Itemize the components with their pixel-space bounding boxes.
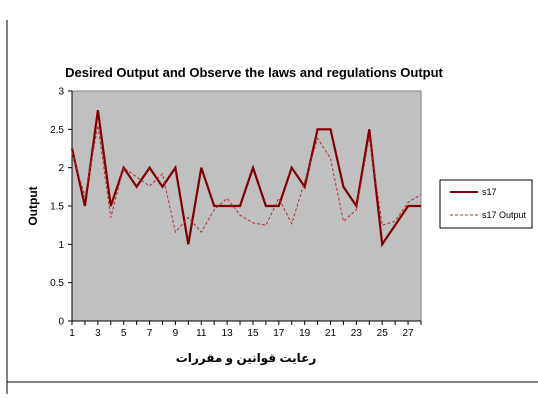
x-tick-label: 5 bbox=[121, 328, 127, 339]
series-line-s17-output bbox=[71, 125, 422, 234]
y-tick-label: 1.5 bbox=[50, 202, 64, 213]
legend-label-s17-output: s17 Output bbox=[482, 210, 527, 220]
plot-area bbox=[71, 90, 422, 322]
x-tick-label: 11 bbox=[196, 328, 207, 339]
x-tick-label: 7 bbox=[147, 328, 153, 339]
x-tick-label: 3 bbox=[95, 328, 101, 339]
legend-label-s17: s17 bbox=[482, 187, 497, 197]
x-tick-label: 21 bbox=[325, 328, 337, 339]
y-tick-label: 0.5 bbox=[50, 278, 64, 289]
x-tick-label: 17 bbox=[273, 328, 285, 339]
x-axis-title: رعایت قوانین و مقررات bbox=[176, 351, 317, 366]
y-tick-label: 2.5 bbox=[50, 125, 64, 136]
x-tick-label: 13 bbox=[222, 328, 234, 339]
chart-title: Desired Output and Observe the laws and … bbox=[65, 65, 443, 80]
y-tick-label: 3 bbox=[58, 87, 64, 98]
y-tick-label: 0 bbox=[58, 317, 64, 328]
x-tick-label: 19 bbox=[299, 328, 311, 339]
x-tick-label: 15 bbox=[247, 328, 259, 339]
y-tick-label: 1 bbox=[58, 240, 64, 251]
x-axis: 1 3 5 7 9 11 13 15 17 19 21 23 25 27 bbox=[69, 320, 422, 339]
series-layer bbox=[70, 110, 422, 248]
x-tick-label: 27 bbox=[403, 328, 415, 339]
legend: s17 s17 Output bbox=[439, 179, 533, 229]
x-tick-label: 25 bbox=[377, 328, 389, 339]
series-line-s17 bbox=[70, 110, 421, 248]
y-tick-label: 2 bbox=[58, 163, 64, 174]
x-tick-label: 9 bbox=[173, 328, 179, 339]
x-tick-label: 23 bbox=[351, 328, 363, 339]
y-axis-title: Output bbox=[26, 186, 40, 225]
legend-box bbox=[439, 179, 533, 229]
x-tick-label: 1 bbox=[69, 328, 75, 339]
y-axis: 0 0.5 1 1.5 2 2.5 3 bbox=[50, 87, 73, 328]
